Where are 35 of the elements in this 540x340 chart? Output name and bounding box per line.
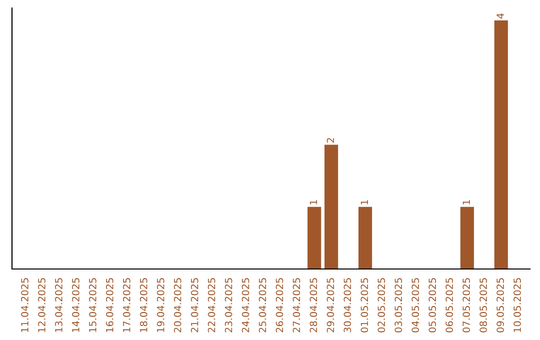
x-tick-label: 21.04.2025 xyxy=(190,278,198,332)
x-tick-label: 22.04.2025 xyxy=(208,278,216,332)
x-tick-label: 01.05.2025 xyxy=(360,278,368,332)
x-tick-label: 19.04.2025 xyxy=(156,278,164,332)
x-tick-label: 04.05.2025 xyxy=(412,278,420,332)
x-tick-label: 18.04.2025 xyxy=(140,278,148,332)
data-label: 1 xyxy=(310,200,317,204)
data-label: 1 xyxy=(462,200,470,204)
x-tick-label: 06.05.2025 xyxy=(446,278,453,332)
x-tick-label: 11.04.2025 xyxy=(21,278,28,332)
x-tick-label: 25.04.2025 xyxy=(258,278,266,332)
x-tick-label: 05.05.2025 xyxy=(428,278,436,332)
x-tick-label: 03.05.2025 xyxy=(394,278,402,332)
x-tick-label: 10.05.2025 xyxy=(514,278,521,332)
x-tick-label: 14.04.2025 xyxy=(72,278,80,332)
x-tick-label: 08.05.2025 xyxy=(480,278,487,332)
x-tick-label: 02.05.2025 xyxy=(378,278,386,332)
x-tick-label: 26.04.2025 xyxy=(276,278,284,332)
x-tick-label: 17.04.2025 xyxy=(122,278,130,332)
x-tick-label: 30.04.2025 xyxy=(344,278,352,332)
x-tick-label: 20.04.2025 xyxy=(174,278,182,332)
x-tick-label: 12.04.2025 xyxy=(38,278,46,332)
x-tick-label: 29.04.2025 xyxy=(326,278,334,332)
data-label: 1 xyxy=(360,200,368,204)
x-tick-label: 09.05.2025 xyxy=(496,278,504,332)
x-tick-label: 27.04.2025 xyxy=(292,278,300,332)
x-tick-label: 24.04.2025 xyxy=(242,278,250,332)
x-tick-label: 23.04.2025 xyxy=(224,278,232,332)
data-label: 2 xyxy=(326,138,334,143)
x-tick-label: 07.05.2025 xyxy=(462,278,470,332)
data-label: 4 xyxy=(496,13,504,19)
x-tick-label: 13.04.2025 xyxy=(55,278,62,332)
x-tick-label: 16.04.2025 xyxy=(106,278,114,332)
x-tick-label: 28.04.2025 xyxy=(310,278,318,332)
x-tick-label: 15.04.2025 xyxy=(88,278,96,332)
